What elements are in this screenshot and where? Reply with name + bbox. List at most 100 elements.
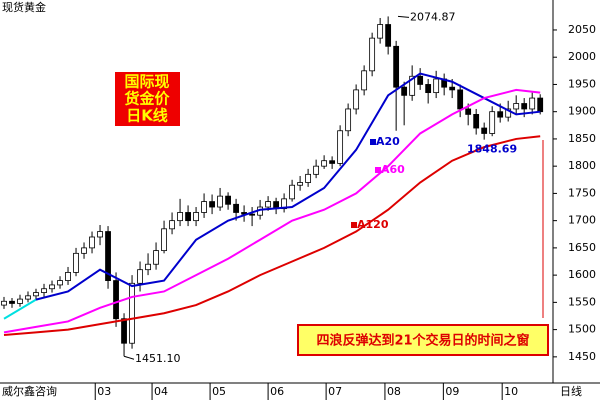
- candle-body: [137, 269, 143, 284]
- candle-body: [129, 282, 135, 344]
- legend-swatch: [351, 222, 357, 228]
- candle-body: [457, 89, 464, 110]
- candle-body: [225, 195, 231, 205]
- candle-body: [297, 182, 304, 186]
- candle-body: [249, 213, 255, 216]
- candle-body: [49, 284, 55, 290]
- note-text: 四浪反弹达到21个交易日的时间之窗: [316, 333, 529, 349]
- legend-label: A20: [376, 135, 400, 148]
- candle-body: [329, 160, 336, 164]
- candle-body: [25, 295, 31, 300]
- box-title: 货金价: [124, 90, 170, 108]
- candle-body: [105, 231, 111, 281]
- candle-body: [153, 250, 159, 265]
- candle-body: [65, 272, 71, 281]
- note-box: [297, 324, 549, 356]
- candle-body: [265, 201, 271, 208]
- candle-body: [89, 236, 95, 249]
- y-tick-label: 1500: [568, 323, 596, 336]
- candle-body: [41, 288, 47, 293]
- candle-body: [33, 292, 39, 297]
- candle-body: [361, 70, 368, 91]
- y-tick-label: 1450: [568, 350, 596, 363]
- y-tick-label: 1800: [568, 159, 596, 172]
- candle-body: [185, 212, 191, 222]
- chart-title: 现货黄金: [2, 0, 46, 14]
- candle-body: [465, 108, 472, 115]
- candle-body: [425, 84, 432, 94]
- moving-average: [3, 88, 541, 334]
- candle-body: [409, 75, 416, 96]
- source: 威尔鑫咨询: [2, 384, 57, 398]
- y-tick-label: 1650: [568, 241, 596, 254]
- candle-body: [321, 160, 328, 167]
- period: 日线: [560, 384, 582, 398]
- candle-body: [369, 37, 376, 72]
- candle-body: [489, 111, 496, 134]
- x-tick-label: 04: [154, 385, 168, 398]
- legend-label: A120: [357, 218, 389, 231]
- candle-body: [521, 103, 528, 110]
- moving-average: [35, 72, 541, 301]
- x-tick-label: 03: [97, 385, 111, 398]
- box-title: 日K线: [126, 107, 168, 125]
- candle-body: [505, 108, 512, 118]
- x-tick-label: 06: [270, 385, 284, 398]
- candle-body: [513, 103, 520, 110]
- candle-body: [17, 298, 23, 304]
- y-tick-label: 1850: [568, 132, 596, 145]
- x-tick-label: 09: [445, 385, 459, 398]
- candle-body: [169, 220, 175, 230]
- candle-body: [337, 130, 344, 164]
- y-tick-label: 1600: [568, 268, 596, 281]
- candle-body: [353, 89, 360, 110]
- x-tick-label: 10: [504, 385, 518, 398]
- annotation-pointer: [123, 355, 135, 360]
- legend-label: A60: [381, 163, 405, 176]
- candle-body: [201, 201, 207, 213]
- y-tick-label: 2050: [568, 23, 596, 36]
- candle-body: [401, 86, 408, 96]
- candle-body: [537, 97, 544, 113]
- annotation: 2074.87: [410, 10, 456, 23]
- candle-body: [1, 300, 7, 306]
- candle-body: [473, 114, 480, 129]
- candle-body: [433, 78, 440, 94]
- annotation: 1848.69: [467, 143, 517, 156]
- candle-body: [193, 212, 199, 222]
- annotation: 1451.10: [135, 352, 181, 365]
- candle-body: [313, 165, 320, 175]
- candle-body: [57, 280, 63, 286]
- candle-body: [393, 45, 400, 88]
- candle-body: [209, 201, 215, 208]
- legend-swatch: [370, 139, 376, 145]
- candle-body: [233, 203, 239, 213]
- x-tick-label: 07: [328, 385, 342, 398]
- x-tick-label: 08: [387, 385, 401, 398]
- candle-body: [305, 173, 312, 183]
- moving-average: [3, 298, 37, 320]
- annotation-pointer: [397, 15, 410, 18]
- y-tick-label: 1700: [568, 214, 596, 227]
- candle-body: [417, 75, 424, 85]
- candle-body: [345, 108, 352, 132]
- y-tick-label: 1900: [568, 105, 596, 118]
- candle-body: [377, 24, 384, 39]
- y-tick-label: 1550: [568, 295, 596, 308]
- candle-body: [113, 280, 119, 320]
- candle-body: [161, 228, 167, 252]
- candle-body: [177, 212, 183, 222]
- candle-body: [217, 195, 223, 208]
- candle-body: [529, 97, 536, 110]
- candle-body: [497, 111, 504, 118]
- x-tick-label: 05: [212, 385, 226, 398]
- legend-swatch: [375, 167, 381, 173]
- candle-body: [481, 127, 488, 134]
- candle-body: [81, 247, 87, 254]
- candle-body: [121, 318, 127, 344]
- y-tick-label: 1950: [568, 77, 596, 90]
- candle-body: [145, 263, 151, 271]
- y-tick-label: 1750: [568, 186, 596, 199]
- box-title: 国际现: [124, 73, 169, 91]
